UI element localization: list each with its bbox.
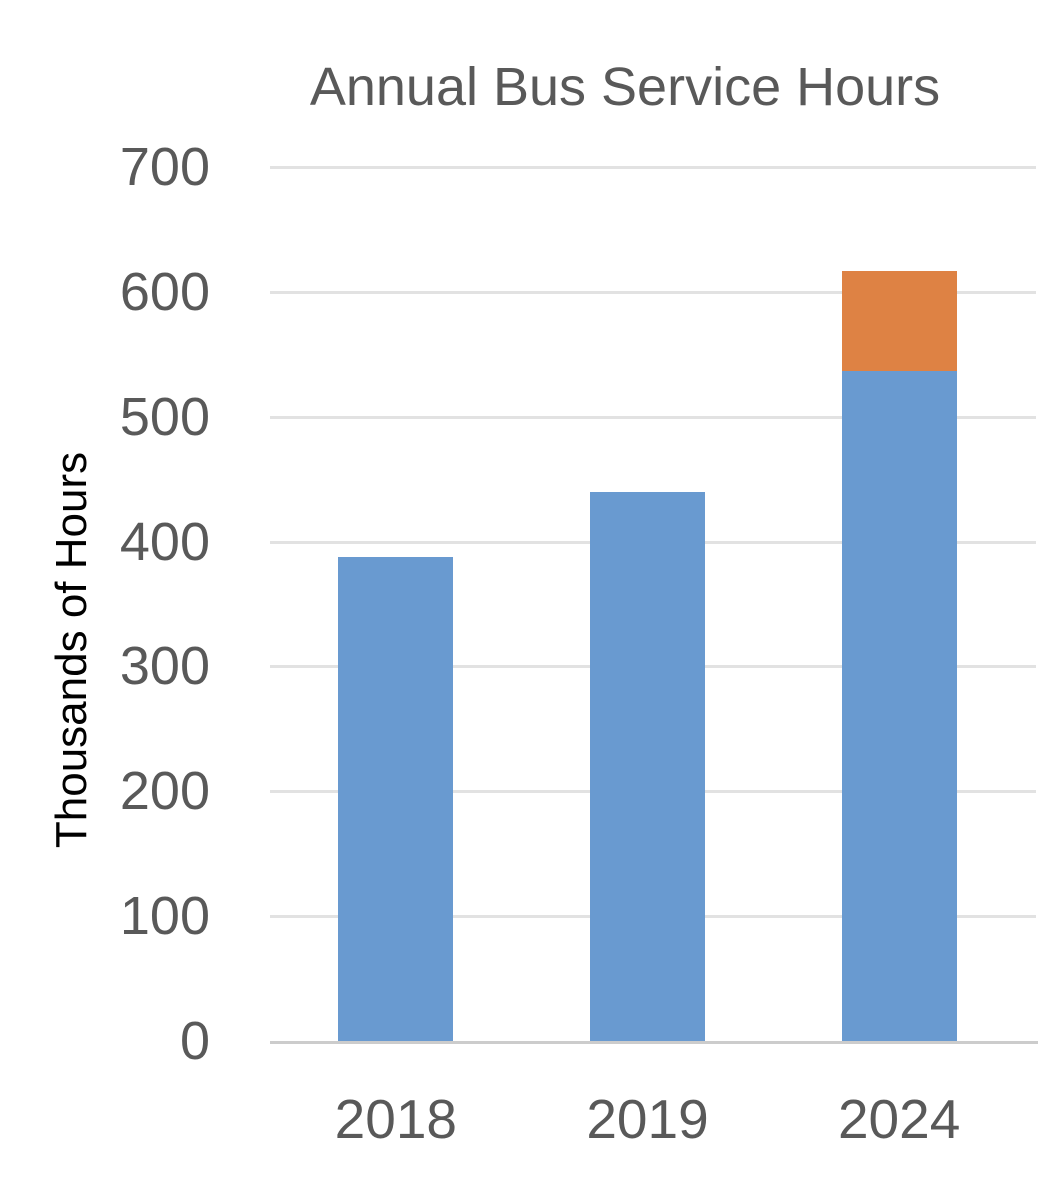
x-category-label: 2019: [586, 1088, 709, 1150]
x-category-label: 2018: [334, 1088, 457, 1150]
y-tick-label: 0: [179, 1011, 210, 1071]
gridline: [270, 415, 1036, 419]
y-tick-label: 500: [119, 386, 210, 447]
chart-title: Annual Bus Service Hours: [309, 57, 941, 117]
y-tick-label: 700: [119, 137, 210, 197]
gridline: [270, 166, 1036, 169]
bar-segment: [841, 370, 957, 1041]
gridline: [270, 290, 1036, 294]
x-axis-line: [270, 1041, 1038, 1044]
y-tick-label: 100: [119, 886, 210, 947]
y-tick-label: 600: [119, 261, 210, 322]
y-tick-label: 400: [119, 511, 210, 572]
y-tick-label: 300: [119, 636, 210, 697]
bar-segment: [590, 491, 705, 1041]
y-tick-label: 200: [119, 761, 210, 822]
bar-segment: [338, 556, 454, 1041]
x-category-label: 2024: [837, 1088, 961, 1150]
bar-segment: [841, 270, 957, 371]
